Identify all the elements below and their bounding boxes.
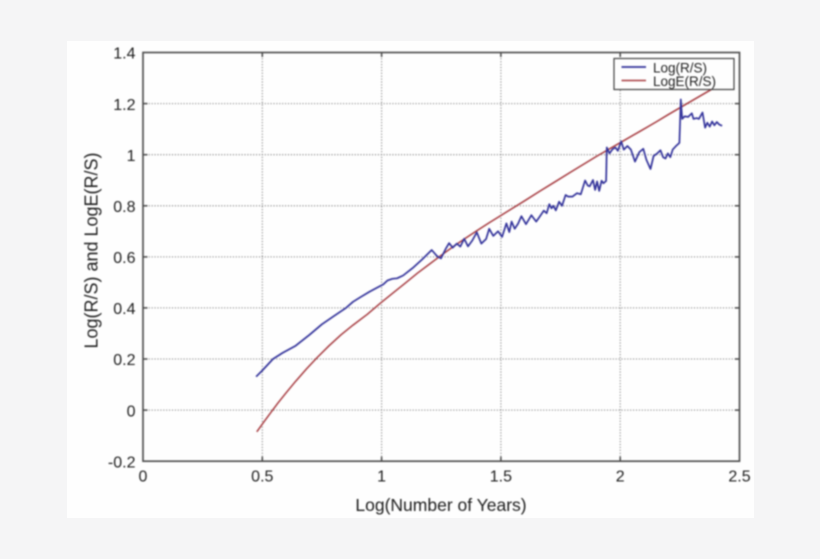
svg-text:0.2: 0.2 [113,352,135,369]
svg-text:0.8: 0.8 [113,199,135,216]
svg-text:0: 0 [127,403,136,420]
svg-text:1: 1 [127,148,136,165]
svg-text:Log(Number of Years): Log(Number of Years) [355,495,526,515]
svg-text:0.6: 0.6 [113,250,135,267]
svg-text:0: 0 [139,469,148,486]
svg-text:1: 1 [377,469,386,486]
svg-text:Log(R/S): Log(R/S) [653,61,707,76]
svg-text:Log(R/S) and LogE(R/S): Log(R/S) and LogE(R/S) [82,152,102,348]
svg-text:1.5: 1.5 [490,469,512,486]
svg-text:0.4: 0.4 [113,301,135,318]
svg-text:LogE(R/S): LogE(R/S) [653,74,716,89]
svg-text:2.5: 2.5 [728,469,750,486]
svg-text:-0.2: -0.2 [108,454,136,471]
svg-text:2: 2 [616,469,625,486]
svg-text:1.4: 1.4 [113,46,135,63]
svg-text:0.5: 0.5 [251,469,273,486]
svg-text:1.2: 1.2 [113,97,135,114]
